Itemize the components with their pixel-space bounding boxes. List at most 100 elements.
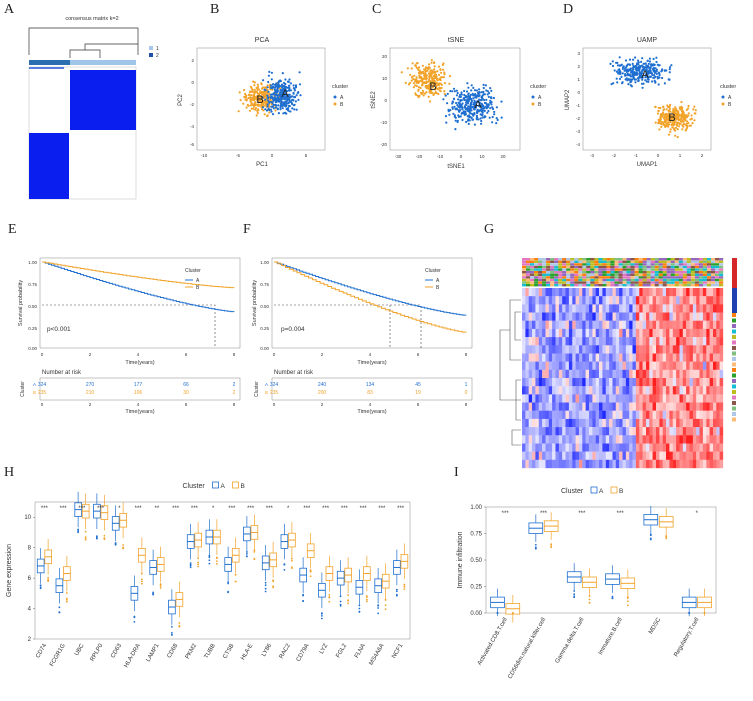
boxplot-significance: *** <box>617 511 625 517</box>
scatter-point <box>293 95 296 98</box>
boxplot-significance: *** <box>397 506 405 512</box>
scatter-point <box>422 91 425 94</box>
scatter-point <box>291 102 294 106</box>
boxplot-category-label: UBC <box>74 642 86 657</box>
boxplot-outlier <box>347 599 350 602</box>
scatter-point <box>284 82 287 86</box>
boxplot-outlier <box>215 560 218 562</box>
scatter-point <box>281 86 284 89</box>
scatter-point <box>438 89 441 92</box>
boxplot-legend-key <box>590 486 598 494</box>
scatter-point <box>433 61 436 65</box>
panel-b-ytick: -6 <box>190 142 194 147</box>
boxplot-outlier <box>665 535 668 537</box>
boxplot-significance: *** <box>266 506 274 512</box>
scatter-point <box>442 76 445 79</box>
scatter-point <box>288 88 291 91</box>
boxplot-outlier <box>103 534 106 537</box>
panel-b-cluster-b-label: B <box>256 94 263 106</box>
boxplot-outlier <box>253 558 256 561</box>
boxplot-outlier <box>215 563 218 565</box>
boxplot-outlier <box>377 612 380 615</box>
scatter-point <box>256 83 259 86</box>
scatter-point <box>289 110 292 113</box>
scatter-point <box>266 105 269 108</box>
boxplot-outlier <box>347 594 350 597</box>
panel-b-legend-a: A <box>340 95 344 101</box>
scatter-point <box>292 92 295 95</box>
boxplot-outlier <box>290 557 293 560</box>
scatter-point <box>253 96 256 99</box>
boxplot-ytick: 8 <box>28 546 32 552</box>
boxplot-legend-label: A <box>221 483 226 490</box>
scatter-point <box>440 71 443 74</box>
boxplot-ytick: 2 <box>28 637 32 643</box>
boxplot-outlier <box>496 612 499 614</box>
boxplot-outlier <box>573 590 576 592</box>
scatter-point <box>255 114 258 117</box>
scatter-point <box>252 107 255 110</box>
scatter-point <box>250 94 253 97</box>
scatter-point <box>291 107 294 110</box>
boxplot-ytick: 0.50 <box>470 558 482 564</box>
scatter-point <box>270 93 273 96</box>
scatter-point <box>263 95 266 98</box>
boxplot-category-label: Immature.B.cell <box>598 617 624 656</box>
boxplot-outlier <box>189 564 192 567</box>
scatter-point <box>415 93 418 96</box>
boxplot-significance: * <box>212 506 215 512</box>
panel-b-xtick: -5 <box>236 153 240 158</box>
scatter-point <box>415 62 418 65</box>
boxplot-outlier <box>377 604 380 607</box>
boxplot-significance: *** <box>540 511 548 517</box>
scatter-point <box>268 105 271 108</box>
panel-c-xtick: -20 <box>416 154 423 159</box>
scatter-point <box>437 65 440 68</box>
boxplot-ytick: 10 <box>24 515 31 521</box>
panel-c-ytick: -10 <box>380 120 387 125</box>
scatter-point <box>259 100 262 103</box>
panel-b-ytick: 0 <box>191 80 194 85</box>
scatter-point <box>274 96 277 99</box>
boxplot-outlier <box>403 585 406 588</box>
scatter-point <box>425 77 428 80</box>
boxplot-outlier <box>320 617 323 620</box>
scatter-point <box>238 91 241 94</box>
scatter-point <box>266 114 269 118</box>
scatter-point <box>424 84 428 88</box>
boxplot-outlier <box>272 580 275 583</box>
boxplot-significance: *** <box>41 506 49 512</box>
scatter-point <box>250 102 253 105</box>
scatter-point <box>424 92 427 95</box>
scatter-point <box>434 88 437 91</box>
boxplot-significance: * <box>287 506 290 512</box>
scatter-point <box>269 86 272 90</box>
scatter-point <box>239 99 242 102</box>
scatter-point <box>293 89 296 92</box>
scatter-point <box>261 96 264 99</box>
boxplot-outlier <box>208 562 211 565</box>
scatter-point <box>257 100 260 103</box>
panel-b-frame <box>196 47 326 151</box>
boxplot-outlier <box>208 556 211 559</box>
scatter-point <box>247 93 250 97</box>
boxplot-outlier <box>611 595 614 598</box>
boxplot-outlier <box>152 591 155 594</box>
boxplot-outlier <box>534 544 537 546</box>
scatter-point <box>443 73 446 76</box>
scatter-point <box>251 96 254 99</box>
scatter-point <box>294 85 298 88</box>
boxplot-category-label: CD56dim.natural.killer.cell <box>507 617 547 680</box>
boxplot-ylabel: Immune infiltration <box>457 531 464 588</box>
scatter-point <box>439 79 442 82</box>
boxplot-outlier <box>347 602 350 605</box>
boxplot-legend-key <box>610 486 618 494</box>
boxplot-outlier <box>534 547 537 550</box>
boxplot-ytick: 0.25 <box>470 585 482 591</box>
boxplot-legend-title: Cluster <box>561 488 584 495</box>
boxplot-outlier <box>140 580 143 583</box>
boxplot-category-label: CD79A <box>296 643 311 663</box>
scatter-point <box>237 110 240 113</box>
